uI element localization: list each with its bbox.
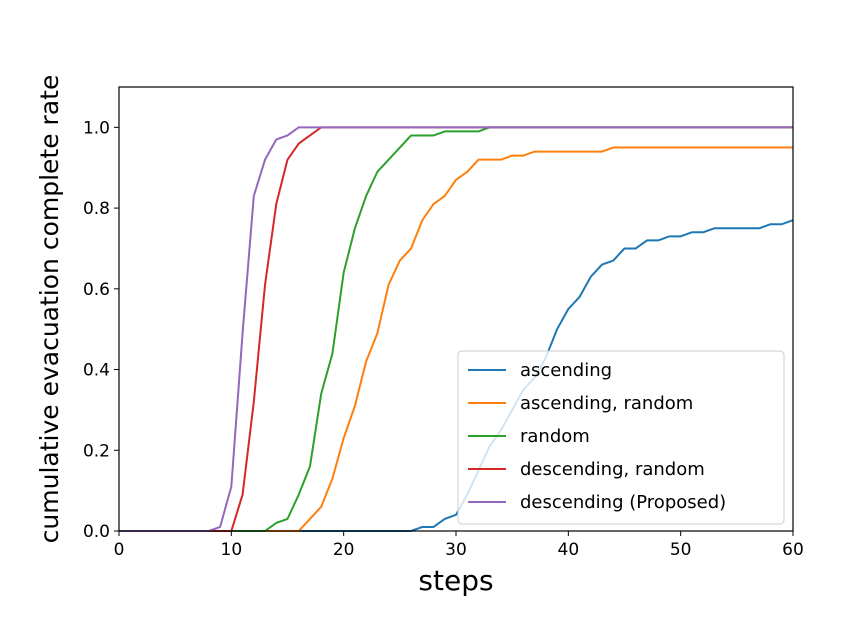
legend-box (457, 350, 785, 525)
legend-label: descending (Proposed) (520, 492, 726, 513)
y-tick-label: 1.0 (83, 118, 110, 138)
legend-label: descending, random (520, 459, 705, 480)
x-tick-label: 40 (558, 540, 580, 560)
y-tick-label: 0.2 (83, 441, 110, 461)
legend-label: ascending, random (520, 393, 693, 414)
x-axis-label: steps (418, 564, 493, 597)
x-tick-label: 30 (445, 540, 467, 560)
series-line-3 (119, 126, 793, 532)
x-tick-label: 10 (221, 540, 243, 560)
series-line-1 (119, 146, 793, 532)
y-tick-label: 0.0 (83, 522, 110, 542)
y-tick-label: 0.4 (83, 361, 110, 381)
x-tick-label: 0 (114, 540, 125, 560)
x-tick-label: 20 (333, 540, 355, 560)
y-axis-label: cumulative evacuation complete rate (35, 75, 64, 544)
x-axis-ticks: 0 10 20 30 40 50 60 (114, 531, 804, 560)
y-tick-label: 0.6 (83, 280, 110, 300)
legend: ascending ascending, random random descendi… (457, 350, 785, 525)
series-line-2 (119, 126, 793, 532)
legend-label: random (520, 426, 590, 447)
series-lines (119, 126, 794, 532)
y-axis-ticks: 0.0 0.2 0.4 0.6 0.8 1.0 (83, 118, 119, 542)
series-line-4 (119, 126, 793, 532)
legend-label: ascending (520, 360, 612, 381)
x-tick-label: 50 (670, 540, 692, 560)
x-tick-label: 60 (782, 540, 804, 560)
y-tick-label: 0.8 (83, 199, 110, 219)
